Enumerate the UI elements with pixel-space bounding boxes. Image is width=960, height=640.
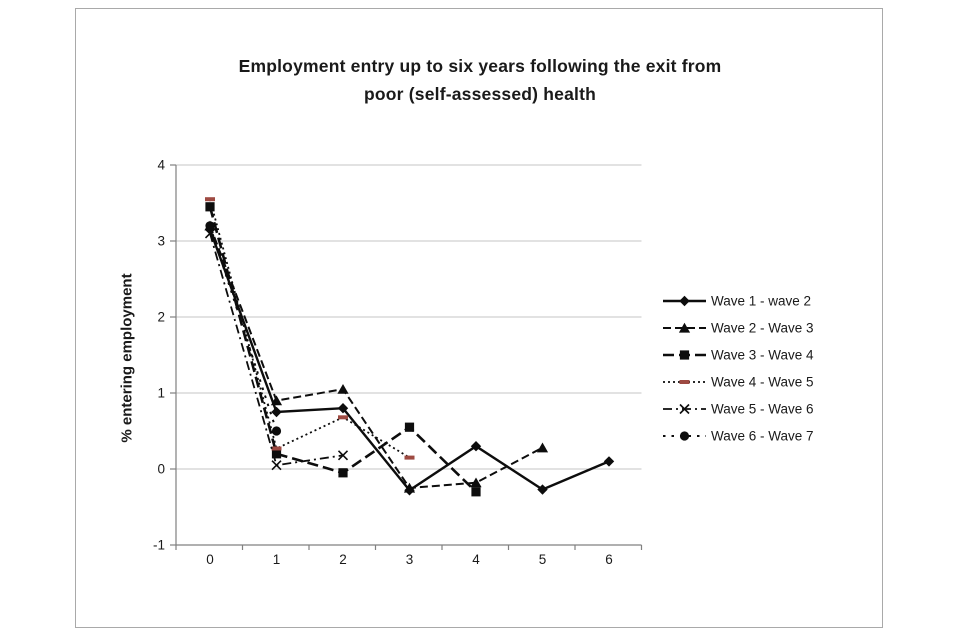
series-line-2 — [209, 225, 543, 490]
series-6-marker — [271, 426, 282, 436]
legend-marker-triangle — [678, 322, 691, 333]
y-tick-label: 1 — [157, 386, 165, 401]
legend-label: Wave 6 - Wave 7 — [711, 429, 814, 444]
series-1-marker — [603, 456, 615, 467]
series-1-marker — [537, 484, 548, 495]
series-5-marker — [271, 460, 282, 471]
series-3-marker — [271, 449, 282, 459]
series-5 — [204, 228, 349, 471]
series-2-marker — [470, 477, 482, 488]
y-tick-label: -1 — [153, 538, 165, 553]
legend-item-1: Wave 1 - wave 2 — [663, 294, 811, 309]
legend-label: Wave 2 - Wave 3 — [711, 321, 814, 336]
chart-title-line1: Employment entry up to six years followi… — [238, 56, 722, 76]
series-4-marker — [338, 415, 348, 420]
series-5-marker — [204, 228, 216, 239]
legend-label: Wave 1 - wave 2 — [711, 294, 811, 309]
series-3-marker — [338, 468, 348, 478]
series-1-marker — [337, 403, 349, 414]
series-line-6 — [209, 225, 278, 432]
legend-item-2: Wave 2 - Wave 3 — [663, 321, 814, 336]
series-3-marker — [205, 202, 215, 212]
x-tick-label: 3 — [406, 552, 414, 567]
series-2-marker — [403, 482, 416, 493]
legend-item-6: Wave 6 - Wave 7 — [663, 429, 814, 444]
series-2-marker — [536, 442, 549, 453]
chart-title-line2: poor (self-assessed) health — [364, 84, 596, 104]
series-3-marker — [471, 487, 481, 497]
chart-frame — [75, 8, 883, 628]
legend-marker-dash — [679, 380, 690, 384]
series-line-4 — [209, 198, 410, 459]
legend-item-4: Wave 4 - Wave 5 — [663, 375, 814, 390]
series-1-marker — [271, 406, 282, 418]
series-4-marker — [205, 197, 215, 202]
series-3 — [205, 202, 481, 497]
chart-title: Employment entry up to six years followi… — [75, 52, 885, 108]
legend-label: Wave 4 - Wave 5 — [711, 375, 814, 390]
series-4 — [205, 197, 415, 460]
legend-marker-x — [679, 403, 690, 415]
y-tick-label: 3 — [157, 234, 165, 249]
series-2-marker — [270, 395, 283, 406]
x-tick-label: 6 — [605, 552, 613, 567]
series-2-marker — [337, 384, 349, 394]
legend-marker-diamond — [679, 295, 690, 307]
x-tick-label: 4 — [472, 552, 480, 567]
legend-item-5: Wave 5 - Wave 6 — [663, 402, 814, 417]
x-tick-label: 0 — [206, 552, 214, 567]
legend-item-3: Wave 3 - Wave 4 — [663, 348, 814, 363]
y-tick-label: 4 — [157, 158, 165, 173]
series-5-marker — [337, 450, 349, 461]
x-tick-label: 2 — [339, 552, 347, 567]
legend: Wave 1 - wave 2 Wave 2 - Wave 3 Wave 3 - W… — [663, 294, 814, 444]
series-6-marker — [205, 221, 215, 231]
legend-marker-square — [679, 350, 690, 360]
series-line-1 — [208, 229, 610, 492]
legend-label: Wave 5 - Wave 6 — [711, 402, 814, 417]
y-tick-label: 2 — [157, 310, 165, 325]
series-4-marker — [404, 455, 415, 460]
series-6 — [205, 221, 282, 436]
legend-label: Wave 3 - Wave 4 — [711, 348, 814, 363]
x-tick-label: 1 — [273, 552, 281, 567]
legend-marker-circle — [679, 431, 690, 441]
y-tick-label: 0 — [157, 462, 165, 477]
series-4-marker — [271, 446, 282, 451]
series-3-marker — [404, 422, 415, 432]
x-tick-label: 5 — [539, 552, 547, 567]
series-1-marker — [470, 441, 482, 452]
series-1 — [204, 224, 615, 496]
